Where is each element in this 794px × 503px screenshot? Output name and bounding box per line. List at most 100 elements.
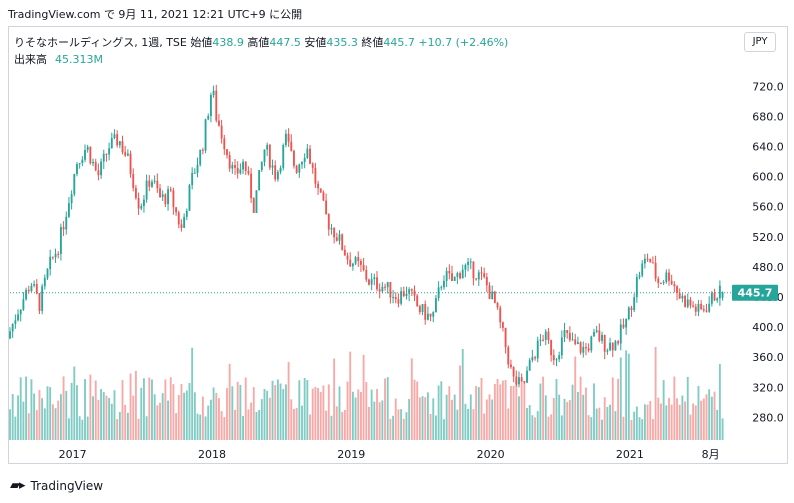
volume-bar: [526, 408, 528, 440]
candle-body: [598, 330, 601, 341]
candle-body: [108, 148, 111, 155]
candle-body: [143, 199, 145, 207]
candle-body: [373, 277, 376, 280]
candle-body: [188, 185, 191, 211]
volume-bar: [49, 387, 52, 440]
candle-body: [619, 324, 622, 344]
candle-body: [161, 194, 164, 198]
candle-body: [298, 164, 301, 173]
candle-body: [250, 173, 253, 199]
candle-body: [266, 144, 269, 150]
volume-bar: [76, 385, 78, 440]
currency-button[interactable]: JPY: [744, 32, 776, 52]
volume-bar: [660, 403, 662, 440]
candle-body: [510, 364, 512, 368]
volume-bar: [523, 383, 526, 440]
volume-bar: [485, 399, 488, 440]
volume-bar: [325, 410, 328, 440]
volume-bar: [574, 356, 577, 440]
x-tick-label: 2021: [616, 448, 644, 461]
volume-bar: [528, 405, 531, 440]
volume-bar: [673, 376, 676, 440]
candle-body: [327, 214, 330, 230]
volume-bar: [429, 413, 432, 440]
candle-body: [718, 285, 721, 299]
candle-body: [721, 292, 724, 298]
volume-bar: [121, 380, 124, 440]
y-tick-label: 280.0: [752, 411, 784, 424]
volume-bar: [89, 374, 92, 440]
volume-bar: [276, 379, 279, 440]
volume-bar: [311, 388, 314, 440]
candle-body: [483, 273, 486, 277]
volume-bar: [716, 409, 719, 440]
candle-body: [14, 320, 17, 324]
volume-bar: [327, 384, 330, 440]
candle-body: [571, 339, 574, 341]
candle-body: [199, 149, 202, 165]
volume-bar: [335, 406, 338, 440]
candle-body: [209, 95, 212, 116]
candle-body: [359, 260, 362, 265]
candle-body: [180, 224, 183, 228]
candle-body: [105, 153, 108, 155]
candle-body: [148, 180, 151, 187]
candle-body: [456, 273, 459, 277]
volume-bar: [510, 385, 512, 440]
candle-body: [692, 305, 695, 307]
candle-body: [290, 141, 293, 151]
candle-body: [322, 192, 325, 201]
volume-bar: [571, 384, 574, 440]
high-value: 447.5: [269, 36, 301, 49]
volume-bar: [94, 380, 97, 440]
candle-body: [405, 293, 408, 297]
volume-bar: [116, 419, 119, 440]
candle-body: [236, 167, 239, 174]
candle-body: [638, 275, 641, 278]
candle-body: [41, 286, 44, 311]
candle-body: [434, 298, 437, 313]
volume-bar: [432, 398, 435, 440]
change-value: +10.7 (+2.46%): [418, 36, 509, 49]
y-tick-label: 480.0: [752, 261, 784, 274]
volume-bar: [177, 394, 180, 440]
volume-bar: [362, 354, 365, 440]
volume-bar: [148, 377, 151, 440]
volume-bar: [585, 387, 587, 440]
volume-bar: [657, 397, 660, 440]
candle-body: [501, 322, 504, 328]
candle-body: [27, 289, 30, 292]
candle-body: [544, 331, 547, 340]
candle-body: [279, 167, 282, 172]
volume-bar: [105, 395, 108, 440]
footer-brand[interactable]: ▰▸ TradingView: [10, 478, 103, 493]
volume-bar: [566, 401, 569, 440]
candle-body: [368, 279, 370, 285]
candle-body: [126, 153, 129, 156]
volume-bar: [255, 411, 258, 440]
volume-bar: [132, 395, 135, 440]
volume-bar: [609, 404, 611, 440]
volume-bar: [676, 398, 678, 440]
candle-body: [145, 180, 148, 200]
volume-bar: [397, 409, 400, 440]
volume-bar: [448, 386, 451, 440]
candle-body: [124, 152, 127, 156]
volume-bar: [306, 379, 309, 440]
candle-body: [643, 258, 646, 264]
candle-body: [426, 313, 429, 320]
volume-bar: [681, 395, 684, 440]
candle-body: [346, 255, 349, 260]
candle-body: [402, 291, 405, 297]
candle-body: [480, 272, 483, 274]
candle-body: [389, 282, 392, 298]
symbol-label[interactable]: りそなホールディングス, 1週, TSE: [14, 36, 187, 49]
volume-bar: [373, 401, 376, 440]
volume-bar: [62, 376, 65, 440]
volume-bar: [180, 383, 183, 440]
volume-bar: [201, 396, 204, 440]
candle-body: [467, 261, 470, 266]
candle-body: [196, 164, 199, 173]
candle-body: [22, 299, 25, 310]
